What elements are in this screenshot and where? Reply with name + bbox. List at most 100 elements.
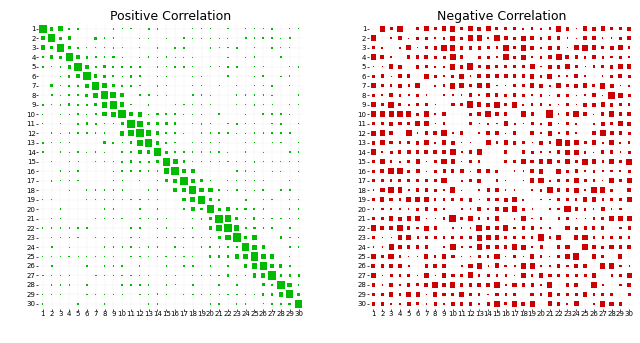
FancyBboxPatch shape: [531, 151, 534, 154]
FancyBboxPatch shape: [495, 169, 499, 173]
FancyBboxPatch shape: [609, 263, 614, 269]
FancyBboxPatch shape: [86, 199, 88, 200]
FancyBboxPatch shape: [530, 178, 534, 183]
FancyBboxPatch shape: [584, 141, 587, 144]
FancyBboxPatch shape: [372, 293, 375, 296]
FancyBboxPatch shape: [298, 265, 299, 267]
FancyBboxPatch shape: [372, 169, 375, 173]
FancyBboxPatch shape: [51, 142, 52, 143]
FancyBboxPatch shape: [424, 26, 429, 31]
FancyBboxPatch shape: [523, 123, 524, 124]
FancyBboxPatch shape: [113, 28, 114, 29]
FancyBboxPatch shape: [68, 132, 70, 134]
FancyBboxPatch shape: [130, 66, 132, 68]
FancyBboxPatch shape: [157, 47, 158, 49]
FancyBboxPatch shape: [388, 102, 394, 108]
FancyBboxPatch shape: [619, 198, 622, 201]
FancyBboxPatch shape: [452, 227, 454, 229]
FancyBboxPatch shape: [486, 103, 490, 107]
FancyBboxPatch shape: [298, 237, 299, 238]
FancyBboxPatch shape: [166, 227, 167, 229]
FancyBboxPatch shape: [611, 293, 612, 296]
FancyBboxPatch shape: [139, 199, 141, 200]
FancyBboxPatch shape: [51, 104, 52, 106]
FancyBboxPatch shape: [406, 292, 412, 297]
FancyBboxPatch shape: [406, 45, 411, 50]
FancyBboxPatch shape: [148, 303, 149, 305]
FancyBboxPatch shape: [530, 301, 535, 307]
FancyBboxPatch shape: [289, 28, 290, 29]
FancyBboxPatch shape: [113, 246, 114, 248]
FancyBboxPatch shape: [234, 225, 239, 231]
FancyBboxPatch shape: [627, 27, 631, 31]
FancyBboxPatch shape: [628, 47, 630, 49]
FancyBboxPatch shape: [548, 27, 551, 30]
FancyBboxPatch shape: [435, 123, 436, 124]
FancyBboxPatch shape: [398, 264, 402, 268]
FancyBboxPatch shape: [513, 265, 516, 267]
FancyBboxPatch shape: [547, 74, 552, 79]
FancyBboxPatch shape: [424, 121, 429, 126]
FancyBboxPatch shape: [602, 246, 604, 249]
FancyBboxPatch shape: [245, 284, 246, 285]
FancyBboxPatch shape: [389, 131, 393, 135]
FancyBboxPatch shape: [432, 282, 438, 288]
FancyBboxPatch shape: [399, 141, 401, 144]
FancyBboxPatch shape: [199, 188, 204, 192]
FancyBboxPatch shape: [113, 123, 114, 125]
FancyBboxPatch shape: [531, 283, 534, 287]
FancyBboxPatch shape: [417, 47, 418, 48]
FancyBboxPatch shape: [468, 283, 472, 287]
FancyBboxPatch shape: [610, 198, 613, 201]
FancyBboxPatch shape: [628, 236, 630, 239]
FancyBboxPatch shape: [435, 85, 436, 86]
FancyBboxPatch shape: [271, 28, 273, 29]
FancyBboxPatch shape: [566, 131, 569, 135]
FancyBboxPatch shape: [113, 142, 114, 144]
FancyBboxPatch shape: [575, 104, 577, 105]
FancyBboxPatch shape: [271, 217, 273, 220]
FancyBboxPatch shape: [166, 57, 167, 58]
FancyBboxPatch shape: [486, 93, 490, 97]
FancyBboxPatch shape: [575, 208, 578, 211]
FancyBboxPatch shape: [271, 303, 273, 305]
FancyBboxPatch shape: [280, 123, 282, 125]
FancyBboxPatch shape: [503, 45, 509, 51]
FancyBboxPatch shape: [389, 264, 393, 268]
FancyBboxPatch shape: [397, 168, 403, 174]
FancyBboxPatch shape: [512, 206, 517, 212]
FancyBboxPatch shape: [372, 208, 374, 210]
FancyBboxPatch shape: [42, 303, 44, 305]
FancyBboxPatch shape: [548, 292, 552, 297]
FancyBboxPatch shape: [618, 93, 623, 98]
FancyBboxPatch shape: [566, 179, 569, 182]
FancyBboxPatch shape: [254, 123, 255, 124]
FancyBboxPatch shape: [592, 93, 596, 97]
FancyBboxPatch shape: [68, 36, 71, 40]
FancyBboxPatch shape: [434, 226, 436, 229]
FancyBboxPatch shape: [531, 104, 533, 106]
FancyBboxPatch shape: [521, 263, 526, 269]
FancyBboxPatch shape: [216, 225, 222, 231]
FancyBboxPatch shape: [280, 303, 282, 305]
FancyBboxPatch shape: [426, 94, 428, 96]
Title: Positive Correlation: Positive Correlation: [110, 10, 231, 23]
FancyBboxPatch shape: [618, 64, 623, 69]
FancyBboxPatch shape: [540, 245, 543, 249]
FancyBboxPatch shape: [95, 256, 97, 257]
FancyBboxPatch shape: [609, 245, 614, 249]
FancyBboxPatch shape: [104, 161, 105, 162]
FancyBboxPatch shape: [522, 94, 525, 97]
FancyBboxPatch shape: [531, 160, 534, 164]
FancyBboxPatch shape: [245, 104, 246, 105]
FancyBboxPatch shape: [566, 189, 569, 192]
FancyBboxPatch shape: [469, 113, 472, 116]
FancyBboxPatch shape: [298, 28, 299, 29]
FancyBboxPatch shape: [592, 27, 596, 31]
FancyBboxPatch shape: [443, 217, 445, 220]
FancyBboxPatch shape: [398, 74, 402, 78]
FancyBboxPatch shape: [280, 38, 282, 39]
FancyBboxPatch shape: [262, 283, 265, 286]
FancyBboxPatch shape: [245, 142, 246, 143]
FancyBboxPatch shape: [611, 37, 612, 39]
